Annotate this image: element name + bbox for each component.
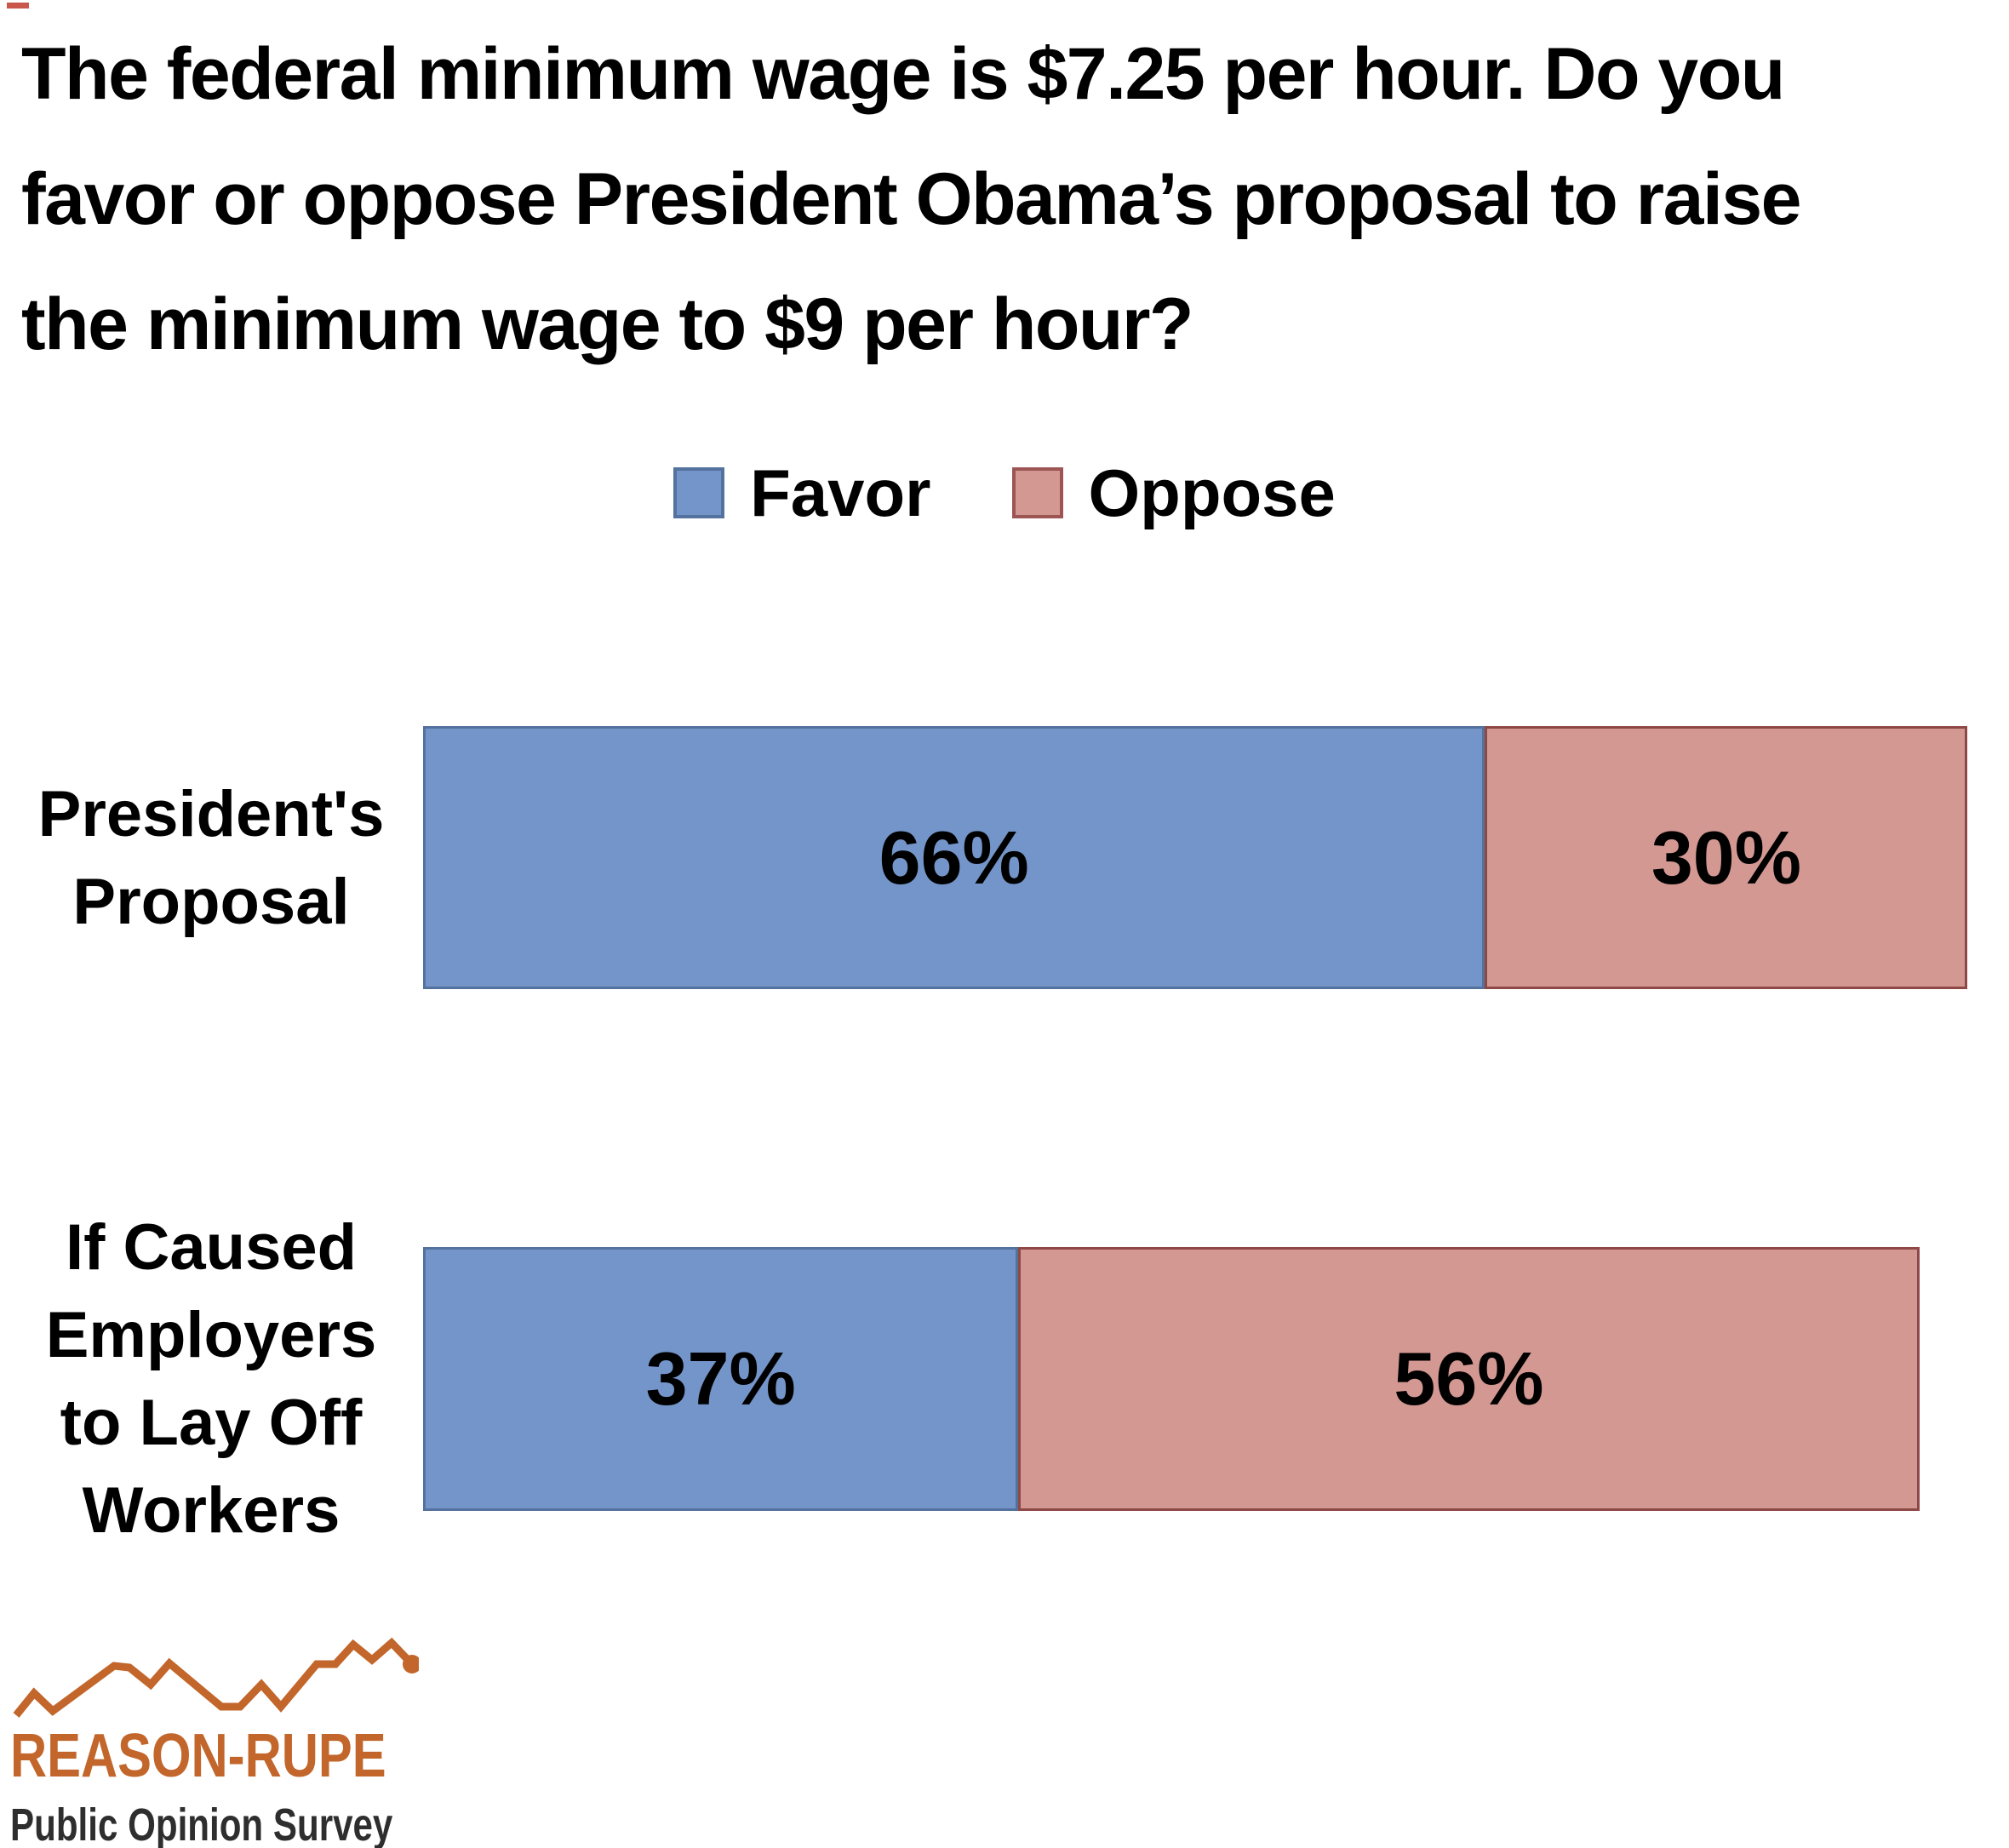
bar-if-caused-layoffs: 37% 56% [423,1247,1920,1511]
bar-segment-favor: 37% [423,1247,1019,1511]
chart-title: The federal minimum wage is $7.25 per ho… [21,12,1989,387]
oppose-swatch-icon [1011,467,1063,518]
category-label-line: Employers [45,1299,377,1371]
legend-label-favor: Favor [750,455,931,530]
bar-segment-favor: 66% [423,726,1485,989]
category-label-presidents-proposal: President's Proposal [15,726,407,989]
corner-artifact [7,3,29,9]
bar-segment-oppose: 56% [1018,1247,1920,1511]
bar-presidents-proposal: 66% 30% [423,726,1968,989]
category-label-line: If Caused [65,1211,358,1284]
brand-tagline: Public Opinion Survey [10,1799,393,1848]
category-label-line: Proposal [72,865,350,938]
category-label-if-caused-layoffs: If Caused Employers to Lay Off Workers [15,1211,407,1547]
category-label-line: to Lay Off [60,1387,363,1459]
title-line-3: the minimum wage to $9 per hour? [21,283,1193,365]
category-label-line: President's [37,777,385,850]
legend-item-oppose: Oppose [1011,455,1336,530]
value-label-favor: 66% [879,815,1029,900]
category-label-line: Workers [82,1474,341,1547]
value-label-oppose: 30% [1651,815,1801,900]
zigzag-line-chart-icon [13,1637,419,1718]
footer-logo: REASON-RUPE Public Opinion Survey [10,1636,453,1848]
brand-name: REASON-RUPE [10,1722,386,1790]
value-label-favor: 37% [645,1336,796,1421]
title-line-1: The federal minimum wage is $7.25 per ho… [21,33,1785,115]
title-line-2: favor or oppose President Obama’s propos… [21,158,1802,240]
favor-swatch-icon [673,467,725,518]
legend-item-favor: Favor [673,455,931,530]
legend-label-oppose: Oppose [1088,455,1336,530]
value-label-oppose: 56% [1394,1336,1544,1421]
legend: Favor Oppose [0,460,2009,526]
bar-segment-oppose: 30% [1485,726,1968,989]
